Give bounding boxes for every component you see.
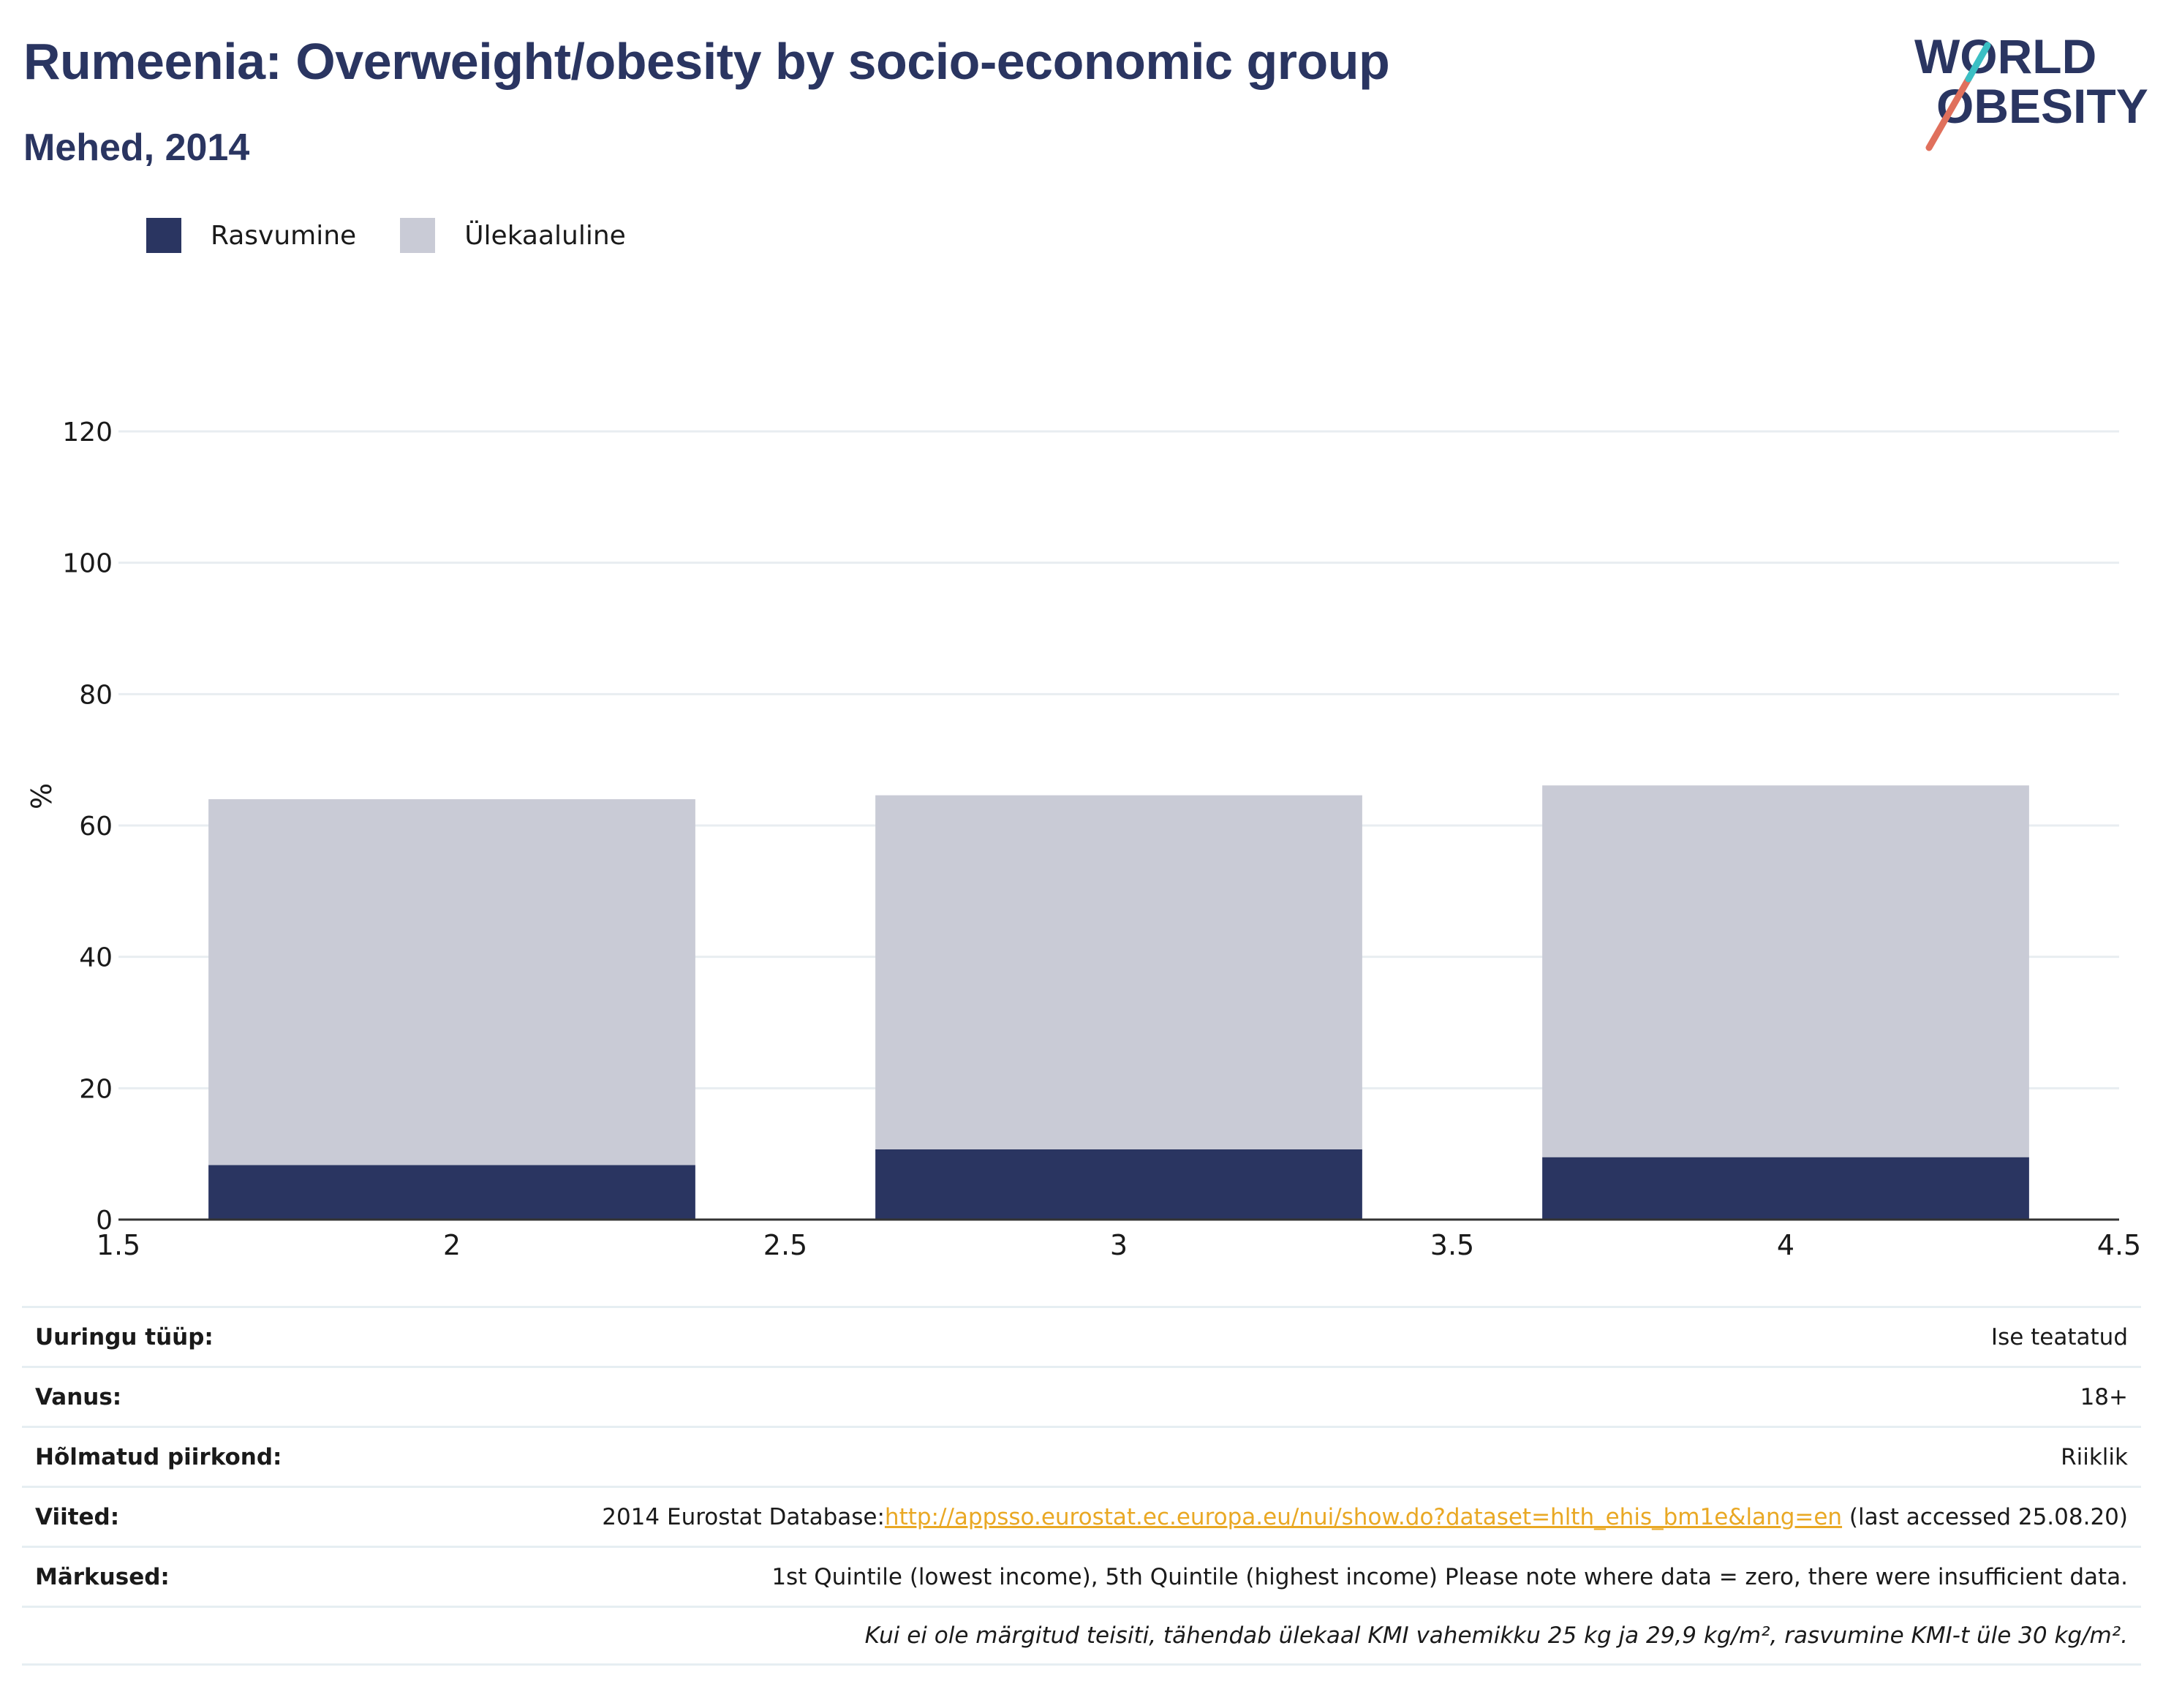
logo-slash-red	[1925, 75, 1972, 151]
y-axis-label: %	[26, 783, 58, 809]
info-table: Uuringu tüüp: Ise teatatud Vanus: 18+ Hõ…	[22, 1306, 2141, 1666]
legend-swatch-obesity	[146, 218, 181, 253]
logo-text-world: WORLD	[1914, 29, 2096, 83]
info-label-references: Viited:	[35, 1503, 120, 1530]
y-tick-label: 100	[62, 549, 113, 579]
info-label-age: Vanus:	[35, 1383, 122, 1410]
bar-segment-overweight	[208, 799, 695, 1165]
x-tick-label: 2.5	[763, 1229, 807, 1258]
info-row-notes: Märkused: 1st Quintile (lowest income), …	[22, 1546, 2141, 1606]
y-tick-label: 0	[96, 1206, 113, 1236]
info-value-age: 18+	[2080, 1383, 2128, 1410]
logo-slash-teal	[1965, 42, 1991, 83]
logo-text-obesity: OBESITY	[1936, 79, 2148, 133]
info-value-notes: 1st Quintile (lowest income), 5th Quinti…	[771, 1563, 2128, 1590]
info-row-age: Vanus: 18+	[22, 1366, 2141, 1426]
bar-segment-obesity	[1542, 1157, 2029, 1220]
chart-subtitle: Mehed, 2014	[23, 126, 250, 169]
x-tick-label: 2	[443, 1229, 461, 1258]
reference-link[interactable]: http://appsso.eurostat.ec.europa.eu/nui/…	[884, 1503, 1843, 1530]
x-tick-label: 1.5	[97, 1229, 140, 1258]
info-row-references: Viited: 2014 Eurostat Database:http://ap…	[22, 1486, 2141, 1546]
bar-segment-overweight	[1542, 785, 2029, 1157]
y-tick-label: 80	[79, 680, 113, 710]
y-tick-label: 20	[79, 1074, 113, 1104]
info-row-definition: Kui ei ole märgitud teisiti, tähendab ül…	[22, 1606, 2141, 1666]
chart-title: Rumeenia: Overweight/obesity by socio-ec…	[23, 33, 1390, 90]
bar-chart: 0 20 40 60 80 100 120% 1.5 2 2.5 3 3.5 4 4.5	[26, 417, 2141, 1258]
info-label-region: Hõlmatud piirkond:	[35, 1443, 282, 1470]
legend-item-obesity[interactable]: Rasvumine	[146, 218, 356, 253]
info-value-survey-type: Ise teatatud	[1990, 1323, 2128, 1350]
info-row-region: Hõlmatud piirkond: Riiklik	[22, 1426, 2141, 1486]
x-tick-label: 4	[1777, 1229, 1794, 1258]
chart-legend: Rasvumine Ülekaaluline	[146, 218, 670, 253]
bar-segment-obesity	[875, 1149, 1362, 1220]
legend-label-obesity: Rasvumine	[211, 220, 357, 251]
y-tick-label: 120	[62, 417, 113, 447]
bar-segment-obesity	[208, 1165, 695, 1220]
world-obesity-logo: WORLD OBESITY	[1914, 29, 2148, 151]
legend-item-overweight[interactable]: Ülekaaluline	[400, 218, 626, 253]
y-tick-label: 60	[79, 812, 113, 842]
x-tick-label: 4.5	[2097, 1229, 2141, 1258]
legend-swatch-overweight	[400, 218, 436, 253]
info-value-definition: Kui ei ole märgitud teisiti, tähendab ül…	[864, 1622, 2128, 1649]
bar-segment-overweight	[875, 795, 1362, 1149]
y-tick-label: 40	[79, 943, 113, 973]
x-tick-label: 3.5	[1430, 1229, 1474, 1258]
legend-label-overweight: Ülekaaluline	[464, 220, 626, 251]
reference-suffix: (last accessed 25.08.20)	[1842, 1503, 2128, 1530]
info-label-survey-type: Uuringu tüüp:	[35, 1323, 214, 1350]
x-tick-label: 3	[1110, 1229, 1128, 1258]
info-row-survey-type: Uuringu tüüp: Ise teatatud	[22, 1306, 2141, 1366]
info-value-region: Riiklik	[2061, 1443, 2128, 1470]
info-value-references: 2014 Eurostat Database:http://appsso.eur…	[602, 1504, 2128, 1530]
info-label-notes: Märkused:	[35, 1563, 170, 1590]
reference-prefix: 2014 Eurostat Database:	[602, 1503, 885, 1530]
